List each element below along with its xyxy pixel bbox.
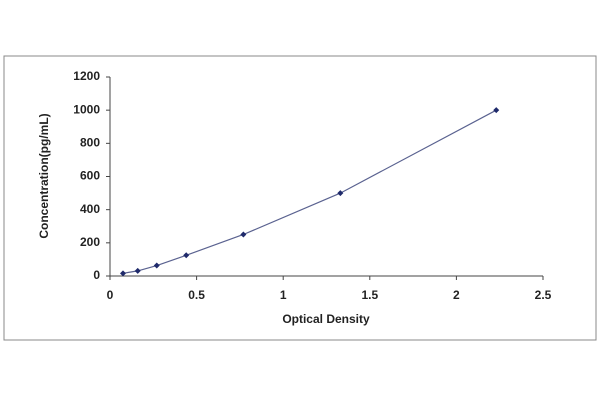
y-tick-label: 1200 [73, 69, 100, 83]
chart-frame [3, 55, 597, 341]
data-point [183, 252, 190, 259]
data-point [119, 270, 126, 277]
y-tick-label: 0 [93, 268, 100, 282]
x-axis-title: Optical Density [282, 312, 370, 326]
x-tick-label: 2.5 [535, 288, 552, 302]
curve [122, 109, 497, 274]
y-axis-title: Concentration(pg/mL) [37, 113, 51, 238]
x-tick-label: 0 [107, 288, 114, 302]
data-point [493, 107, 500, 114]
x-tick-label: 0.5 [188, 288, 205, 302]
x-tick-label: 2 [453, 288, 460, 302]
y-tick-label: 400 [80, 202, 100, 216]
x-tick-label: 1.5 [361, 288, 378, 302]
y-tick-label: 800 [80, 136, 100, 150]
y-tick-label: 600 [80, 169, 100, 183]
y-tick-label: 1000 [73, 102, 100, 116]
data-point [153, 262, 160, 269]
data-point [240, 231, 247, 238]
y-tick-label: 200 [80, 235, 100, 249]
x-tick-label: 1 [280, 288, 287, 302]
data-point [134, 267, 141, 274]
data-point [337, 190, 344, 197]
